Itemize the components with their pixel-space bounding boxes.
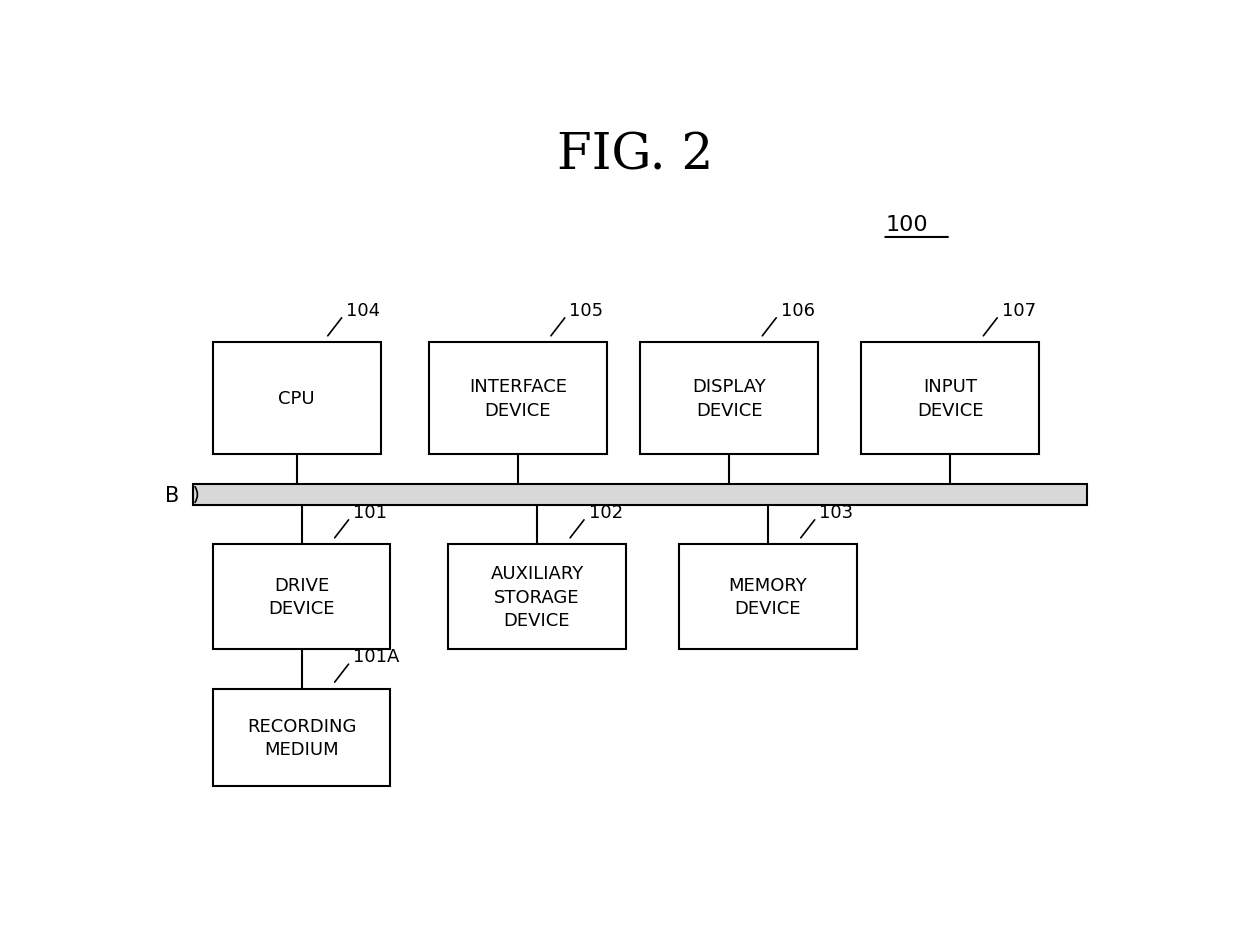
Bar: [862, 343, 1039, 455]
Text: 104: 104: [346, 301, 381, 319]
Text: AUXILIARY
STORAGE
DEVICE: AUXILIARY STORAGE DEVICE: [490, 564, 584, 630]
Text: FIG. 2: FIG. 2: [557, 131, 714, 181]
Text: 102: 102: [589, 504, 622, 521]
Bar: [213, 545, 391, 650]
Bar: [448, 545, 626, 650]
Text: DRIVE
DEVICE: DRIVE DEVICE: [268, 577, 335, 618]
Bar: [640, 343, 818, 455]
Text: 106: 106: [781, 301, 815, 319]
Text: INPUT
DEVICE: INPUT DEVICE: [916, 378, 983, 419]
Text: INTERFACE
DEVICE: INTERFACE DEVICE: [469, 378, 567, 419]
Text: 107: 107: [1002, 301, 1035, 319]
Bar: [678, 545, 857, 650]
Bar: [213, 343, 381, 455]
Text: 101: 101: [353, 504, 387, 521]
Bar: [193, 485, 1087, 505]
Text: 105: 105: [569, 301, 604, 319]
Bar: [213, 689, 391, 786]
Text: CPU: CPU: [279, 389, 315, 408]
Text: B: B: [165, 485, 179, 505]
Bar: [429, 343, 606, 455]
Text: 100: 100: [885, 215, 928, 235]
Text: 101A: 101A: [353, 648, 399, 665]
Text: RECORDING
MEDIUM: RECORDING MEDIUM: [247, 717, 356, 758]
Text: 103: 103: [820, 504, 853, 521]
Text: DISPLAY
DEVICE: DISPLAY DEVICE: [692, 378, 766, 419]
Text: MEMORY
DEVICE: MEMORY DEVICE: [728, 577, 807, 618]
